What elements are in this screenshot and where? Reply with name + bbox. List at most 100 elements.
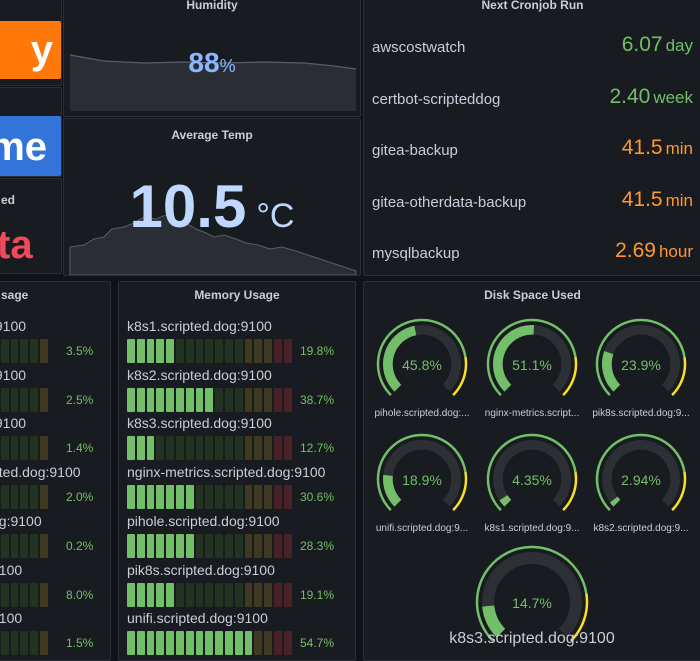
cronjob-number: 2.69	[615, 239, 656, 262]
disk-gauge: 14.7%	[475, 545, 589, 642]
bar-gauge-cell	[136, 631, 145, 656]
bar-gauge-cell	[39, 436, 48, 461]
gauge-value: 45.8%	[402, 357, 442, 373]
bar-gauge-label: :9100	[0, 366, 27, 383]
bar-gauge-cell	[127, 485, 135, 510]
bar-gauge-value: 8.0%	[66, 587, 94, 602]
bar-gauge-cell	[10, 436, 19, 461]
bar-gauge-cell	[215, 582, 223, 607]
bar-gauge-cell	[205, 533, 214, 558]
cronjob-name: certbot-scripteddog	[372, 91, 501, 108]
disk-gauge: 18.9%	[376, 433, 468, 511]
cronjob-number: 41.5	[621, 136, 663, 159]
blue-stat-box: me	[0, 116, 61, 176]
bar-gauge-cell	[283, 339, 292, 363]
gauge-value: 2.94%	[621, 472, 661, 488]
bar-gauge-cell	[156, 339, 165, 363]
bar-gauge-cell	[146, 436, 155, 461]
cronjob-unit: min	[665, 191, 693, 210]
bar-gauge-cell	[205, 582, 214, 607]
bar-gauge-cell	[234, 436, 243, 461]
bar-gauge-label: :9100	[0, 318, 27, 334]
bar-gauge-value: 30.6%	[300, 490, 335, 505]
bar-gauge-cell	[166, 436, 174, 461]
bar-gauge-cell	[244, 387, 253, 412]
bar-gauge-cell	[127, 631, 135, 656]
bar-gauge-cell	[264, 533, 272, 558]
bar-gauge-cell	[30, 387, 38, 412]
bar-gauge-value: 2.5%	[66, 392, 94, 407]
gauge-threshold-green	[595, 433, 686, 511]
bar-gauge-value: 3.5%	[66, 344, 94, 358]
bar-gauge-cell	[146, 387, 155, 412]
bar-gauge-cell	[244, 533, 253, 558]
bar-gauge-cell	[127, 436, 135, 461]
bar-gauge-cell	[166, 339, 174, 363]
bar-gauge-cell	[136, 436, 145, 461]
bar-gauge-cell	[234, 631, 243, 656]
bar-gauge-cell	[205, 631, 214, 656]
bar-gauge-cell	[205, 485, 214, 510]
bar-gauge-cell	[175, 533, 184, 558]
bar-gauge-cell	[20, 582, 29, 607]
bar-gauge-cell	[283, 631, 292, 656]
disk-panel: Disk Space Used 45.8% pihole.scripted.dog…	[363, 281, 700, 661]
bar-gauge-cell	[244, 436, 253, 461]
cronjob-value: 41.5 min	[622, 136, 693, 160]
bar-gauge-cell	[30, 436, 38, 461]
bar-gauge-cell	[127, 339, 135, 363]
disk-gauge: 4.35%	[486, 433, 578, 511]
gauge-value: 23.9%	[621, 357, 661, 373]
cronjob-number: 41.5	[621, 188, 663, 211]
gauge-label: unifi.scripted.dog:9...	[375, 523, 469, 534]
bar-gauge-cells	[127, 339, 292, 363]
gauge-track	[482, 552, 582, 638]
bar-gauge-cells	[127, 436, 292, 461]
gauge-value-arc	[609, 496, 621, 507]
bar-gauge-cell	[136, 485, 145, 510]
humidity-value: 88%	[64, 47, 360, 79]
bar-gauge-cell	[215, 387, 223, 412]
gauge-value: 18.9%	[402, 472, 442, 488]
temp-sparkline	[69, 214, 357, 275]
bar-gauge-cell	[273, 485, 282, 510]
bar-gauge-cell	[264, 582, 272, 607]
bar-gauge-cell	[185, 339, 194, 363]
bar-gauge-cell	[175, 631, 184, 656]
bar-gauge-cell	[146, 485, 155, 510]
bar-gauge-cell	[215, 533, 223, 558]
gauge-label: k8s2.scripted.dog:9...	[593, 523, 689, 534]
bar-gauge-cell	[175, 582, 184, 607]
bar-gauge-cell	[39, 485, 48, 510]
bar-gauge-cell	[283, 582, 292, 607]
bar-gauge-cells	[127, 485, 292, 510]
bar-gauge-cell	[20, 387, 29, 412]
disk-gauge: 51.1%	[486, 318, 578, 396]
bar-gauge-cells	[0, 485, 48, 510]
bar-gauge-cells	[0, 436, 48, 461]
bar-gauge-cell	[39, 582, 48, 607]
bar-gauge-label: k8s1.scripted.dog:9100	[127, 318, 272, 334]
bar-gauge-cell	[273, 339, 282, 363]
cronjob-name: mysqlbackup	[372, 245, 460, 262]
bar-gauge-cell	[215, 631, 223, 656]
bar-gauge-value: 28.3%	[300, 538, 335, 553]
bar-gauge-value: 19.8%	[300, 344, 335, 358]
bar-gauge-cell	[20, 436, 29, 461]
bar-gauge-cell	[146, 631, 155, 656]
bar-gauge-cell	[136, 387, 145, 412]
bar-gauge-cells	[127, 387, 292, 412]
cronjob-value: 41.5 min	[622, 188, 693, 212]
humidity-panel: Humidity 88%	[63, 0, 361, 117]
bar-gauge-cell	[185, 582, 194, 607]
bar-gauge-cell	[224, 436, 233, 461]
humidity-number: 88	[188, 47, 220, 78]
bar-gauge-cell	[224, 339, 233, 363]
gauge-value-arc	[482, 605, 506, 638]
bar-gauge-cell	[205, 387, 214, 412]
bar-gauge-label: :9100	[0, 415, 27, 432]
gauge-track	[493, 440, 571, 507]
bar-gauge-cell	[0, 485, 9, 510]
bar-gauge-cell	[185, 485, 194, 510]
bar-gauge-cell	[146, 533, 155, 558]
